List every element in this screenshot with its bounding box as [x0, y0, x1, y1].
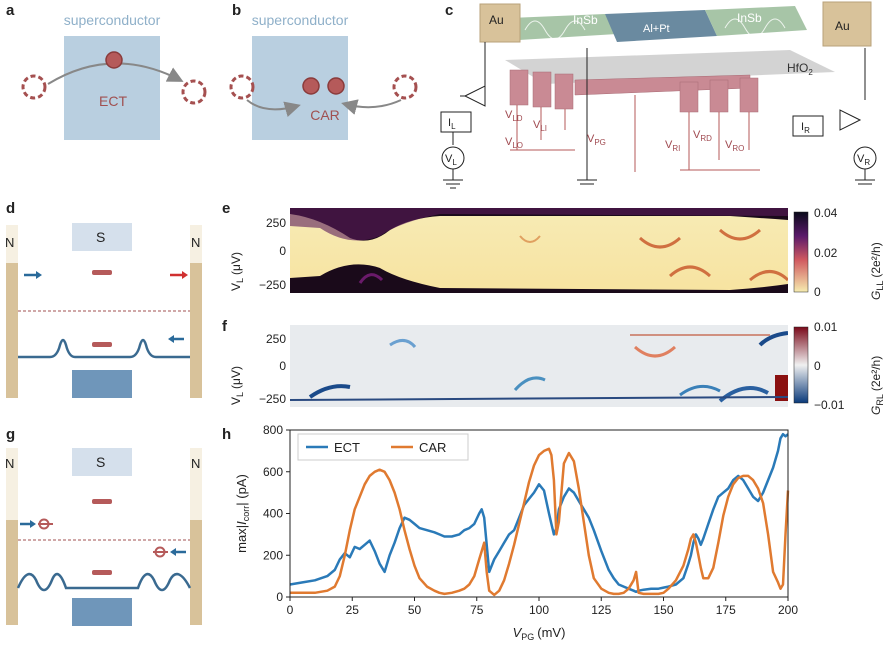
x-tick-label: 125	[591, 603, 611, 617]
colorbar-e	[793, 211, 809, 293]
gate-label-vlo: VLO	[505, 136, 523, 150]
heatmap-axes: 250 0 −250 250 0 −250 VL(μV) VL(μV) 0.04…	[229, 206, 885, 415]
panel-a-diagram: superconductor ECT	[21, 12, 207, 140]
e-ylabel: VL(μV)	[229, 252, 245, 291]
legend-label-car: CAR	[419, 440, 446, 455]
gate-label-vli: VLI	[533, 119, 547, 133]
x-tick-label: 75	[470, 603, 484, 617]
insb-right-label: InSb	[737, 11, 762, 25]
y-tick-label: 200	[263, 548, 283, 562]
electron-dot	[105, 51, 123, 69]
colorbar-f	[793, 326, 809, 404]
empty-dot-right	[392, 74, 418, 100]
e-cbar-tick-0: 0.04	[814, 206, 838, 220]
panel-label-b: b	[232, 2, 242, 19]
e-ytick-250: 250	[266, 216, 286, 230]
h-ylabel: max|Icorr| (pA)	[234, 474, 251, 553]
empty-dot-right	[181, 79, 207, 105]
meter-label-vr: VR	[857, 153, 870, 167]
f-ytick-0: 0	[279, 359, 286, 373]
e-cbar-tick-2: 0	[814, 285, 821, 299]
electron-dot-2	[327, 77, 345, 95]
heatmap-e	[290, 208, 788, 293]
panel-label-h: h	[222, 426, 232, 443]
x-tick-label: 50	[408, 603, 422, 617]
panel-label-d: d	[6, 200, 16, 217]
x-tick-label: 25	[346, 603, 360, 617]
panel-c-device: InSb Al+Pt InSb HfO2 Au Au	[440, 1, 877, 189]
f-ylabel: VL(μV)	[229, 366, 245, 405]
x-tick-label: 150	[653, 603, 673, 617]
n-right-label: N	[191, 456, 200, 471]
chart-h: 0 25 50 75 100 125 150 175 200 0 200 400 600 800 VPG (m…	[234, 425, 798, 642]
f-cbar-tick-0: 0.01	[814, 320, 838, 334]
s-label: S	[96, 454, 105, 470]
arrow-right	[341, 99, 402, 115]
empty-dot-left	[21, 74, 47, 100]
car-label: CAR	[310, 107, 340, 123]
x-tick-label: 175	[716, 603, 736, 617]
au-left-label: Au	[489, 13, 504, 27]
empty-dot-left	[229, 74, 255, 100]
ect-label: ECT	[99, 93, 127, 109]
e-ytick-neg250: −250	[259, 278, 286, 292]
y-tick-label: 400	[263, 507, 283, 521]
sc-label-a: superconductor	[64, 12, 161, 28]
e-cbar-label: GLL(2e²/h)	[869, 242, 885, 300]
gate-label-vpg: VPG	[587, 133, 606, 147]
f-cbar-label: GRL(2e²/h)	[869, 356, 885, 415]
meter-label-ir: IR	[801, 121, 810, 135]
h-legend: ECT CAR	[297, 433, 469, 461]
panel-g-diagram: N N S	[5, 448, 202, 626]
gate-label-vro: VRO	[725, 139, 744, 153]
au-right-label: Au	[835, 19, 850, 33]
n-right-label: N	[191, 235, 200, 250]
meter-label-vl: VL	[445, 153, 457, 167]
y-tick-label: 600	[263, 465, 283, 479]
h-xlabel: VPG (mV)	[513, 625, 566, 642]
panel-label-a: a	[6, 2, 15, 19]
x-tick-label: 100	[529, 603, 549, 617]
panel-b-diagram: superconductor CAR	[229, 12, 418, 140]
n-left-label: N	[5, 456, 14, 471]
f-ytick-neg250: −250	[259, 392, 286, 406]
gate-label-vri: VRI	[665, 139, 680, 153]
f-cbar-tick-1: 0	[814, 359, 821, 373]
gate-label-vld: VLD	[505, 109, 523, 123]
arrow-left	[246, 99, 301, 117]
insb-left-label: InSb	[573, 13, 598, 27]
heatmap-f	[290, 325, 788, 407]
f-cbar-tick-2: −0.01	[814, 398, 845, 412]
panel-label-f: f	[222, 318, 227, 335]
gate-label-vrd: VRD	[693, 129, 712, 143]
f-ytick-250: 250	[266, 332, 286, 346]
panel-label-c: c	[445, 2, 454, 19]
e-ytick-0: 0	[279, 244, 286, 258]
hfo2-label: HfO2	[787, 61, 813, 77]
x-tick-label: 200	[778, 603, 798, 617]
panel-label-e: e	[222, 200, 231, 217]
e-cbar-tick-1: 0.02	[814, 246, 838, 260]
sc-label-b: superconductor	[252, 12, 349, 28]
y-tick-label: 0	[276, 590, 283, 604]
legend-label-ect: ECT	[334, 440, 360, 455]
panel-label-g: g	[6, 426, 16, 443]
s-label: S	[96, 229, 105, 245]
n-left-label: N	[5, 235, 14, 250]
alpt-label: Al+Pt	[643, 23, 670, 35]
electron-dot-1	[302, 77, 320, 95]
meter-label-il: IL	[448, 117, 456, 131]
y-tick-label: 800	[263, 425, 283, 437]
panel-d-diagram: N N S	[5, 223, 202, 398]
series-line-car	[290, 447, 790, 597]
x-tick-label: 0	[287, 603, 294, 617]
